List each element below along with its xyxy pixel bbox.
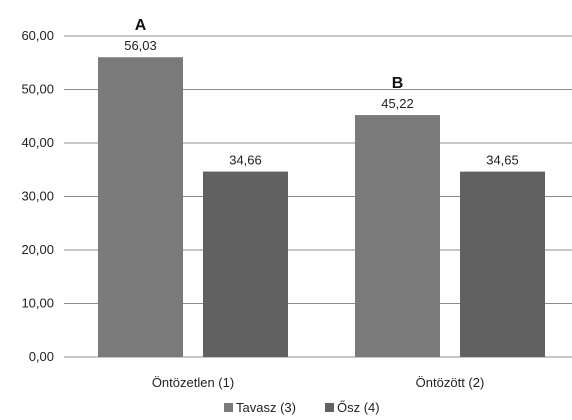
bar-osz-2 bbox=[460, 171, 545, 357]
legend-swatch bbox=[325, 403, 334, 412]
data-labels: 56,03 45,22 34,66 34,65 A B bbox=[124, 17, 519, 167]
y-tick-label: 20,00 bbox=[21, 242, 54, 257]
y-tick-label: 50,00 bbox=[21, 82, 54, 97]
y-axis: 0,00 10,00 20,00 30,00 40,00 50,00 60,00 bbox=[21, 28, 54, 364]
legend-label: Ősz (4) bbox=[337, 400, 380, 415]
y-tick-label: 0,00 bbox=[29, 349, 54, 364]
x-axis: Öntözetlen (1) Öntözött (2) bbox=[152, 375, 485, 390]
annotation-label: B bbox=[392, 75, 404, 92]
data-label: 56,03 bbox=[124, 38, 157, 53]
data-label: 45,22 bbox=[381, 96, 414, 111]
x-category-label: Öntözetlen (1) bbox=[152, 375, 234, 390]
bars bbox=[98, 57, 545, 357]
legend: Tavasz (3) Ősz (4) bbox=[224, 400, 380, 415]
legend-label: Tavasz (3) bbox=[236, 400, 296, 415]
bar-tavasz-2 bbox=[355, 115, 440, 357]
bar-osz-1 bbox=[203, 171, 288, 357]
y-tick-label: 10,00 bbox=[21, 296, 54, 311]
data-label: 34,65 bbox=[486, 153, 519, 168]
y-tick-label: 30,00 bbox=[21, 189, 54, 204]
legend-swatch bbox=[224, 403, 233, 412]
y-tick-label: 60,00 bbox=[21, 28, 54, 43]
bar-tavasz-1 bbox=[98, 57, 183, 357]
y-tick-label: 40,00 bbox=[21, 135, 54, 150]
data-label: 34,66 bbox=[229, 153, 262, 168]
annotation-label: A bbox=[135, 17, 147, 34]
x-category-label: Öntözött (2) bbox=[416, 375, 485, 390]
